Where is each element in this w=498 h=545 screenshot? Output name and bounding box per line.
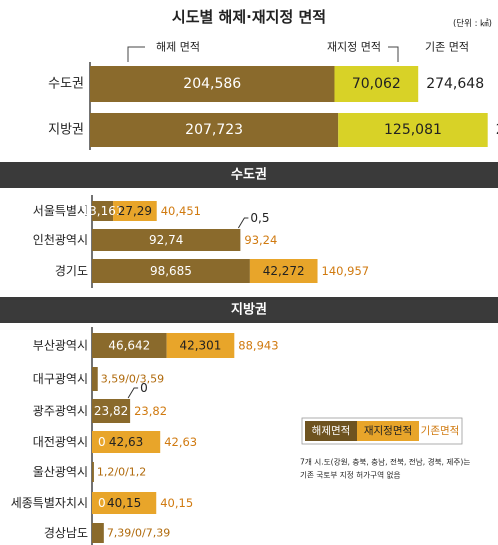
region-label: 울산광역시 (33, 465, 88, 479)
inline-value: 1,2/0/1,2 (97, 466, 146, 479)
region-label: 경상남도 (44, 526, 88, 540)
section-title: 지방권 (231, 302, 267, 318)
legend-lift-label: 해제면적 (312, 424, 351, 437)
lift-bar (92, 399, 131, 423)
region-label: 경기도 (55, 264, 88, 278)
legend-lift-pointer (127, 46, 145, 62)
summary-label: 수도권 (48, 77, 84, 92)
legend-redesig-label: 재지정면적 (364, 425, 412, 437)
region-label: 광주광역시 (33, 404, 88, 418)
redesig-value: 0 (140, 381, 148, 395)
unit-label: (단위 : ㎢) (453, 18, 492, 29)
section-band (0, 297, 498, 323)
existing-value: 23,82 (134, 404, 167, 418)
redesig-bar (249, 259, 318, 283)
lift-value: 0 (98, 435, 106, 449)
region-label: 대구광역시 (33, 372, 88, 386)
inline-value: 7,39/0/7,39 (107, 527, 170, 540)
lift-bar (92, 201, 114, 221)
summary-redesig-value: 125,081 (384, 122, 442, 138)
summary-lift-value: 204,586 (183, 76, 241, 92)
summary-lift-bar (90, 66, 335, 102)
legend-swatch-lift (305, 421, 357, 441)
redesig-value: 42,272 (263, 264, 305, 278)
lift-value: 13,161 (82, 204, 124, 218)
legend-redesig-pointer (388, 46, 399, 62)
redesig-bar (166, 333, 235, 358)
summary-existing-value: 274,648 (426, 76, 484, 92)
summary-redesig-bar (338, 113, 488, 147)
lift-bar (92, 333, 167, 358)
lift-value: 98,685 (150, 264, 192, 278)
redesig-value: 27,29 (118, 204, 152, 218)
region-label: 대전광역시 (33, 435, 88, 449)
legend-redesig-label: 재지정 면적 (327, 41, 381, 54)
existing-value: 88,943 (238, 339, 278, 353)
footnote-line: 기존 국토부 지정 허가구역 없음 (300, 470, 400, 480)
redesig-value: 42,63 (109, 435, 143, 449)
redesig-value: 0,5 (250, 211, 269, 225)
lift-bar (92, 523, 104, 543)
legend-existing-label: 기존 면적 (425, 41, 469, 54)
summary-redesig-bar (334, 66, 419, 102)
existing-value: 40,451 (161, 204, 201, 218)
lift-bar (92, 229, 241, 251)
lift-bar (92, 259, 250, 283)
existing-value: 93,24 (244, 233, 277, 247)
lift-value: 92,74 (149, 233, 183, 247)
legend-lift-label: 해제 면적 (156, 40, 200, 54)
lift-value: 23,82 (94, 404, 128, 418)
existing-value: 40,15 (160, 496, 193, 510)
summary-lift-bar (90, 113, 339, 147)
existing-value: 42,63 (164, 435, 197, 449)
inline-value: 3,59/0/3,59 (101, 373, 164, 386)
existing-value: 140,957 (322, 264, 370, 278)
region-label: 세종특별자치시 (11, 496, 88, 510)
region-label: 서울특별시 (33, 204, 88, 218)
redesig-callout-line (127, 387, 139, 399)
summary-existing-value: 207,723 (496, 122, 498, 138)
summary-redesig-value: 70,062 (352, 76, 401, 92)
redesig-callout-line (237, 217, 249, 229)
lift-bar (92, 367, 98, 391)
section-band (0, 162, 498, 188)
footnote-line: 7개 시.도(강원, 충북, 충남, 전북, 전남, 경북, 제주)는 (300, 457, 470, 467)
chart-title: 시도별 해제·재지정 면적 (172, 8, 326, 26)
summary-lift-value: 207,723 (185, 122, 243, 138)
redesig-bar (92, 492, 157, 514)
lift-value: 46,642 (108, 339, 150, 353)
redesig-bar (113, 201, 157, 221)
region-label: 부산광역시 (33, 339, 88, 353)
summary-label: 지방권 (48, 123, 84, 138)
redesig-bar (92, 431, 161, 453)
redesig-value: 42,301 (179, 339, 221, 353)
legend-swatch-redesig (357, 421, 419, 441)
legend-existing-label: 기존면적 (421, 425, 460, 437)
redesig-value: 40,15 (107, 496, 141, 510)
section-title: 수도권 (231, 168, 267, 183)
lift-bar (92, 462, 94, 482)
lift-value: 0 (98, 496, 106, 510)
region-label: 인천광역시 (33, 232, 88, 247)
